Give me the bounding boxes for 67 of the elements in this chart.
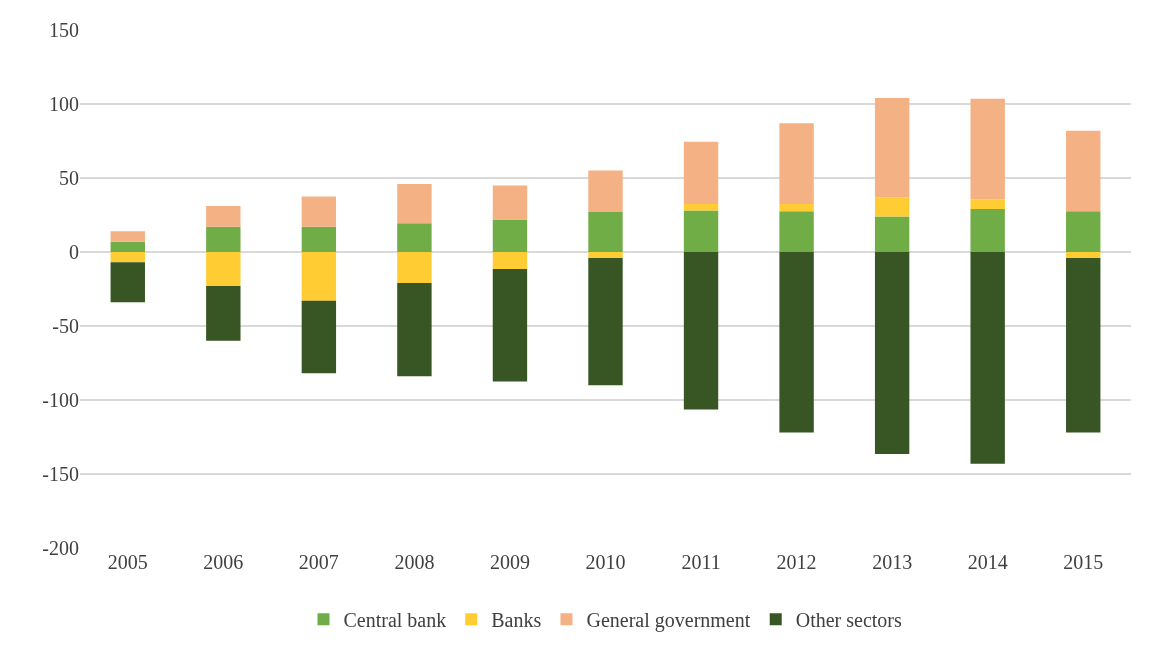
x-tick-label: 2010 — [585, 551, 626, 573]
bar — [397, 252, 432, 284]
bar — [301, 300, 337, 374]
x-tick-label: 2008 — [394, 551, 435, 573]
legend-label: Banks — [491, 609, 542, 632]
bar — [588, 252, 623, 258]
x-tick-label: 2013 — [872, 551, 913, 573]
x-tick-label: 2005 — [107, 551, 148, 573]
legend-label: General government — [586, 609, 751, 633]
bar — [779, 252, 814, 433]
bar — [874, 252, 910, 455]
x-tick-label: 2014 — [967, 551, 1008, 573]
bar — [206, 252, 241, 287]
bar — [492, 269, 528, 382]
bar — [970, 209, 1005, 252]
bar — [397, 283, 432, 377]
bar — [1066, 130, 1101, 212]
bar — [683, 210, 719, 252]
bar — [779, 203, 814, 212]
bar — [970, 252, 1005, 464]
bar — [874, 216, 910, 252]
bar — [397, 223, 432, 252]
bar — [1066, 252, 1101, 258]
bar — [301, 252, 337, 301]
bar — [301, 196, 337, 227]
y-tick-label: 50 — [59, 167, 79, 189]
x-tick-label: 2007 — [298, 551, 339, 573]
y-tick-label: -200 — [42, 537, 79, 559]
bar — [683, 141, 719, 204]
bar — [588, 170, 623, 213]
bar — [110, 252, 145, 263]
bar — [492, 219, 528, 252]
bar — [110, 231, 145, 242]
y-tick-label: -100 — [42, 389, 79, 411]
bar — [397, 183, 432, 224]
x-tick-label: 2015 — [1063, 551, 1104, 573]
x-tick-label: 2011 — [681, 551, 721, 573]
y-tick-label: 0 — [69, 241, 79, 263]
bar — [206, 206, 241, 227]
bar — [1066, 257, 1101, 433]
bar — [874, 98, 910, 198]
bar — [110, 262, 145, 303]
bar — [492, 252, 528, 270]
legend-label: Other sectors — [795, 609, 903, 632]
bar — [492, 185, 528, 220]
bar — [683, 252, 719, 410]
bar — [970, 199, 1005, 210]
x-tick-label: 2009 — [489, 551, 530, 573]
bar — [779, 123, 814, 204]
x-tick-label: 2006 — [203, 551, 244, 573]
y-tick-label: 150 — [49, 19, 79, 41]
bar — [970, 98, 1005, 200]
bar — [206, 286, 241, 341]
bar — [301, 226, 337, 252]
y-tick-label: -50 — [52, 315, 79, 337]
bar — [206, 226, 241, 252]
x-tick-label: 2012 — [776, 551, 817, 573]
bar — [1066, 211, 1101, 252]
y-tick-label: -150 — [42, 463, 79, 485]
bar — [588, 257, 623, 386]
bar — [683, 203, 719, 211]
bar — [779, 211, 814, 252]
bar — [874, 197, 910, 217]
bar — [588, 212, 623, 252]
legend-label: Central bank — [343, 609, 447, 632]
bar — [110, 241, 145, 252]
y-tick-label: 100 — [49, 93, 79, 115]
